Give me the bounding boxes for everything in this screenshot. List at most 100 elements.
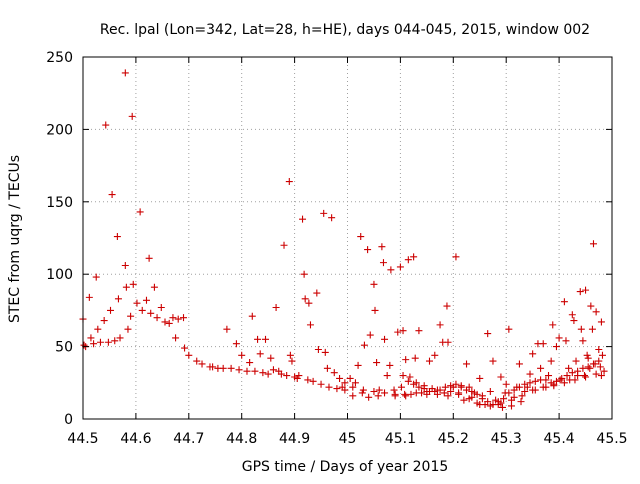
data-point [572,357,580,365]
data-point [116,334,124,342]
data-point [165,319,173,327]
data-point [539,383,547,391]
data-point [104,338,112,346]
data-point [465,395,473,403]
data-point [505,325,513,333]
data-point [121,69,129,77]
data-point [582,373,590,381]
data-point [500,395,508,403]
data-point [598,351,606,359]
x-tick-label: 45.3 [491,431,522,447]
data-point [550,382,558,390]
data-point [574,367,582,375]
data-point [364,246,372,254]
data-point [476,374,484,382]
x-tick-label: 45 [339,431,357,447]
data-point [386,361,394,369]
data-point [558,374,566,382]
data-point [264,370,272,378]
data-point [235,366,243,374]
data-point [397,383,405,391]
data-point [325,383,333,391]
data-point [399,372,407,380]
data-point [87,334,95,342]
data-point [497,373,505,381]
data-point [121,262,129,270]
data-point [484,330,492,338]
data-point [486,387,494,395]
data-point [317,380,325,388]
data-point [510,386,518,394]
data-point [111,337,119,345]
data-point [129,280,137,288]
data-point [174,315,182,323]
data-point [410,380,418,388]
data-point [586,364,594,372]
data-point [96,338,104,346]
data-point [507,396,515,404]
data-point [592,308,600,316]
data-point [576,288,584,296]
data-point [147,309,155,317]
data-point [370,280,378,288]
data-point [473,390,481,398]
data-point [330,369,338,377]
data-point [127,312,135,320]
data-point [341,386,349,394]
data-point [521,387,529,395]
data-point [443,302,451,310]
data-point [436,386,444,394]
data-point [358,389,366,397]
data-point [286,351,294,359]
data-point [128,112,136,120]
x-tick-label: 44.8 [226,431,257,447]
data-point [354,361,362,369]
data-point [452,253,460,261]
data-point [374,392,382,400]
data-point [157,304,165,312]
data-point [560,298,568,306]
data-point [313,289,321,297]
data-point [404,256,412,264]
data-point [90,340,98,348]
data-point [314,345,322,353]
data-point [423,387,431,395]
data-point [444,392,452,400]
data-point [529,350,537,358]
data-point [584,363,592,371]
data-point [301,295,309,303]
data-point [124,325,132,333]
data-point [262,335,270,343]
data-point [455,389,463,397]
data-point [582,286,590,294]
data-point [223,325,231,333]
data-point [537,364,545,372]
chart-title: Rec. lpal (Lon=342, Lat=28, h=HE), days … [100,22,590,38]
data-point [108,191,116,199]
y-tick-label: 250 [46,50,73,66]
data-point [300,270,308,278]
data-point [295,372,303,380]
data-point [407,390,415,398]
data-point [381,389,389,397]
data-point [138,306,146,314]
data-point [542,376,550,384]
data-point [460,396,468,404]
x-tick-label: 45.5 [596,431,627,447]
data-point [351,379,359,387]
data-point [515,383,523,391]
data-point [502,380,510,388]
x-tick-label: 44.7 [173,431,204,447]
data-point [185,351,193,359]
data-point [305,299,313,307]
data-point [549,321,557,329]
data-point [280,241,288,249]
data-point [259,369,267,377]
data-point [579,337,587,345]
data-point [478,395,486,403]
data-point [468,387,476,395]
data-point [399,327,407,335]
data-point [219,364,227,372]
data-point [587,302,595,310]
